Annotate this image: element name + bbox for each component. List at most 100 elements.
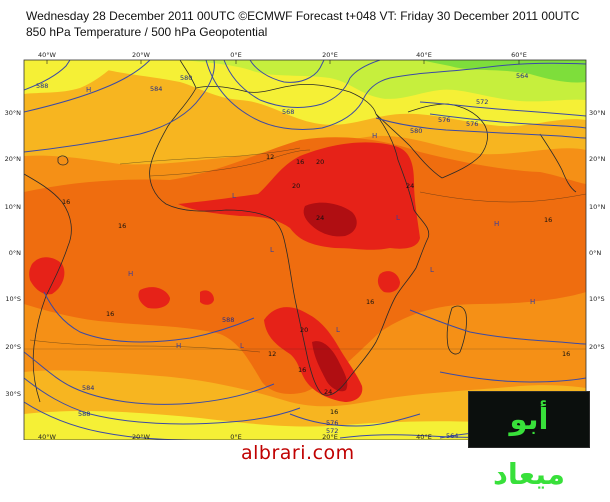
- contour-572-trough: [223, 60, 381, 108]
- contour-label-9: 580: [410, 127, 422, 135]
- weather-map: 40°W 20°W 0°E 20°E 40°E 60°E 40°W 20°W 0…: [5, 51, 606, 440]
- lat-label-right-5: 10°S: [589, 295, 605, 303]
- pressure-marker-5: H: [372, 132, 377, 140]
- coastline-madagascar: [446, 305, 467, 355]
- lon-label-top-5: 40°E: [416, 51, 432, 59]
- lon-label-bottom-3: 0°E: [230, 433, 242, 440]
- temp-label-9: 16: [544, 216, 552, 224]
- contour-576-trough: [205, 60, 586, 130]
- band-deep-orange-tropics: [24, 137, 586, 394]
- lat-label-right-3: 10°N: [589, 203, 606, 211]
- hot-core-south-inner: [312, 341, 348, 392]
- pressure-marker-9: L: [270, 246, 274, 254]
- contour-580-south: [24, 377, 301, 425]
- coastline-iberia: [179, 60, 197, 89]
- contour-label-15: 564: [446, 432, 458, 440]
- temp-label-10: 16: [106, 310, 114, 318]
- contour-label-11: 584: [82, 384, 94, 392]
- temp-label-14: 20: [300, 326, 308, 334]
- coastlines: [24, 60, 577, 403]
- band-yellow-south: [24, 411, 586, 440]
- contour-label-3: 580: [180, 74, 192, 82]
- map-frame: [23, 59, 587, 440]
- pressure-marker-12: H: [494, 220, 499, 228]
- contour-588-south: [43, 291, 255, 343]
- isotherms: [29, 147, 586, 353]
- temp-label-16: 16: [330, 408, 338, 416]
- lon-label-bottom-4: 20°E: [322, 433, 338, 440]
- temp-label-17: 16: [298, 366, 306, 374]
- coastline-med: [195, 84, 377, 115]
- temp-label-2: 16: [296, 158, 304, 166]
- contour-label-5: 572: [476, 98, 488, 106]
- contour-572-south: [289, 413, 421, 427]
- temp-label-7: 24: [316, 214, 324, 222]
- pressure-marker-6: L: [430, 266, 434, 274]
- map-title: Wednesday 28 December 2011 00UTC ©ECMWF …: [26, 9, 580, 23]
- contour-576-south: [24, 401, 201, 440]
- hot-core-north: [178, 142, 420, 250]
- lon-label-top-4: 20°E: [322, 51, 338, 59]
- contour-label-1: 588: [36, 82, 48, 90]
- contour-label-7: 564: [516, 72, 528, 80]
- temp-label-11: 16: [562, 350, 570, 358]
- contour-584: [24, 60, 151, 113]
- lat-label-right-6: 20°S: [589, 343, 605, 351]
- lat-label-left-1: 30°N: [5, 109, 22, 117]
- lat-label-right-1: 30°N: [589, 109, 606, 117]
- temp-label-1: 12: [266, 153, 274, 161]
- lat-label-left-3: 10°N: [5, 203, 22, 211]
- temp-label-8: 20: [292, 182, 300, 190]
- isotherm-20-east: [419, 191, 586, 203]
- contour-label-4: 576: [466, 120, 478, 128]
- lon-label-top-3: 0°E: [230, 51, 242, 59]
- isotherm-16-south: [29, 339, 261, 353]
- lat-label-right-2: 20°N: [589, 155, 606, 163]
- site-watermark: albrari.com: [241, 442, 355, 464]
- temp-label-3: 20: [316, 158, 324, 166]
- hot-spot-brazil: [29, 257, 65, 295]
- pressure-marker-1: H: [86, 86, 91, 94]
- hot-spot-mid: [200, 290, 214, 305]
- pressure-marker-3: L: [232, 192, 236, 200]
- contour-label-14: 572: [326, 427, 338, 435]
- contour-580: [24, 60, 71, 91]
- contour-label-10: 576: [438, 116, 450, 124]
- contour-588-east: [375, 117, 586, 139]
- pressure-marker-11: L: [240, 342, 244, 350]
- contour-568: [249, 60, 325, 83]
- band-yellow-nw: [24, 60, 120, 94]
- band-green-north: [420, 60, 586, 83]
- coastline-africa-east: [345, 113, 430, 383]
- map-subtitle: 850 hPa Temperature / 500 hPa Geopotenti…: [26, 25, 268, 39]
- geopotential-contours: [24, 60, 586, 440]
- temp-label-12: 16: [366, 298, 374, 306]
- hot-core-north-inner: [303, 202, 357, 237]
- isotherm-12-north: [119, 147, 301, 165]
- temp-label-4: 24: [406, 182, 414, 190]
- contour-588-north: [24, 60, 215, 153]
- watermark-logo: أبو ميعاد: [468, 391, 590, 491]
- contour-label-2: 584: [150, 85, 162, 93]
- coastline-africa-west: [149, 87, 347, 396]
- contour-584-southeast: [439, 371, 586, 383]
- coastline-lake: [57, 155, 69, 166]
- contour-580-east: [429, 113, 586, 129]
- contour-576-east: [419, 101, 586, 117]
- lat-label-left-4: 0°N: [9, 249, 21, 257]
- lat-label-left-5: 10°S: [5, 295, 21, 303]
- temp-label-15: 12: [268, 350, 276, 358]
- contour-584-south: [24, 351, 275, 405]
- pressure-marker-8: H: [530, 298, 535, 306]
- lon-label-bottom-2: 20°W: [132, 433, 151, 440]
- lon-label-top-2: 20°W: [132, 51, 151, 59]
- lat-label-left-2: 20°N: [5, 155, 22, 163]
- lat-label-left-6: 20°S: [5, 343, 21, 351]
- pressure-marker-10: H: [176, 342, 181, 350]
- isotherm-16-north: [149, 149, 311, 177]
- coastline-south-america: [24, 173, 72, 403]
- lat-label-left-7: 30°S: [5, 390, 21, 398]
- temp-label-13: 24: [324, 388, 332, 396]
- lon-label-top-1: 40°W: [38, 51, 57, 59]
- lat-label-right-4: 0°N: [589, 249, 601, 257]
